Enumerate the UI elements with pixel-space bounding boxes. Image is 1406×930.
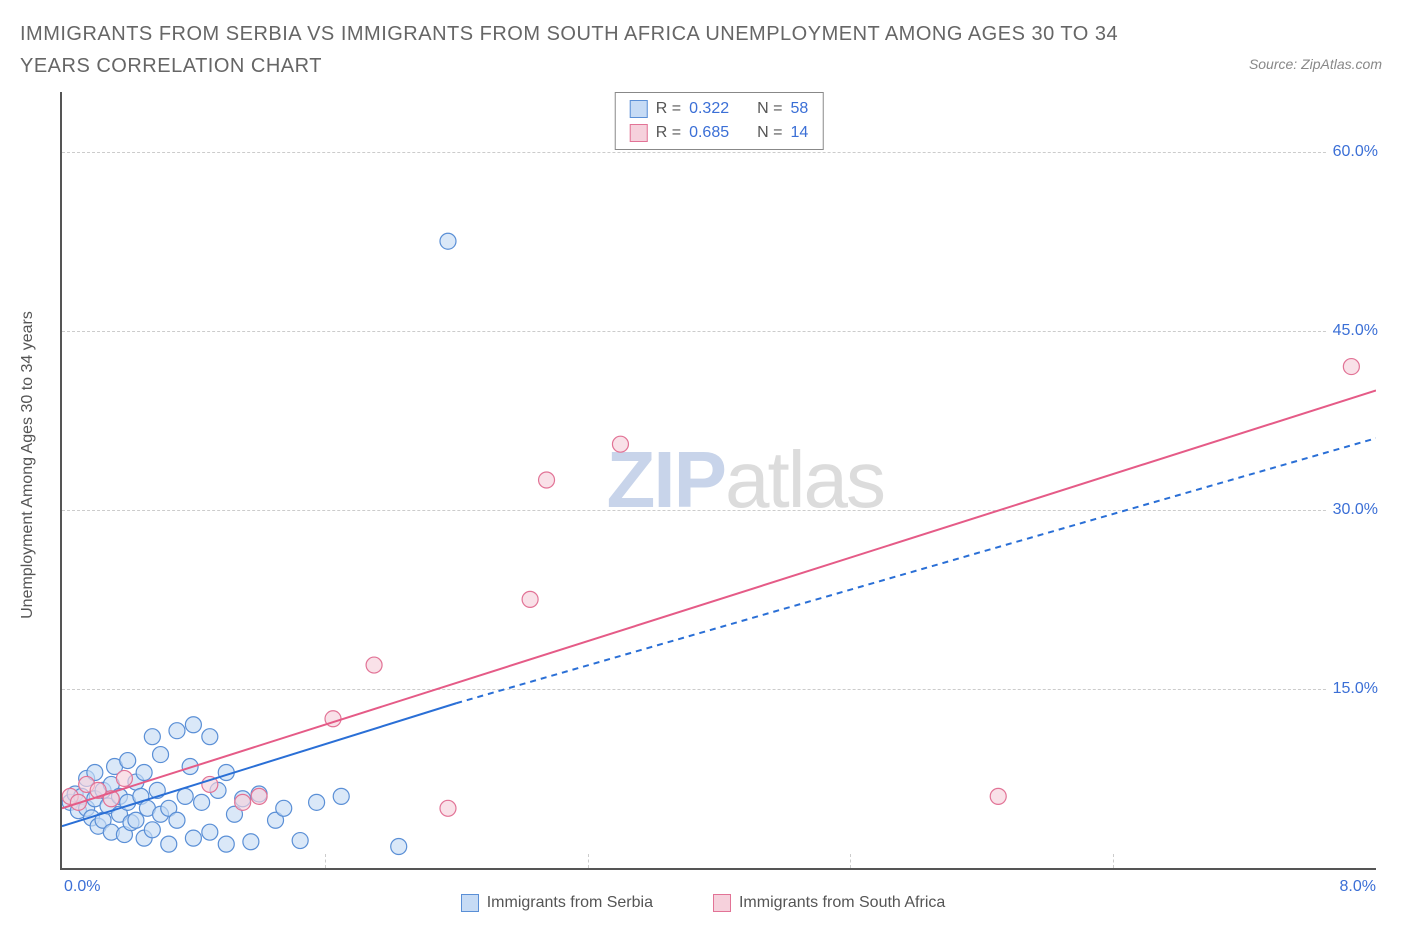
data-point bbox=[169, 723, 185, 739]
data-point bbox=[1343, 359, 1359, 375]
data-point bbox=[185, 830, 201, 846]
data-point bbox=[202, 824, 218, 840]
y-axis-label: Unemployment Among Ages 30 to 34 years bbox=[19, 311, 37, 619]
data-point bbox=[440, 233, 456, 249]
correlation-stats-box: R = 0.322 N = 58 R = 0.685 N = 14 bbox=[615, 92, 824, 150]
data-point bbox=[539, 472, 555, 488]
data-point bbox=[309, 794, 325, 810]
data-point bbox=[128, 812, 144, 828]
trend-line bbox=[456, 438, 1376, 703]
data-point bbox=[144, 729, 160, 745]
swatch-south-africa bbox=[630, 124, 648, 142]
data-point bbox=[185, 717, 201, 733]
scatter-svg bbox=[62, 92, 1376, 868]
data-point bbox=[153, 747, 169, 763]
data-point bbox=[218, 836, 234, 852]
data-point bbox=[391, 839, 407, 855]
data-point bbox=[120, 753, 136, 769]
data-point bbox=[292, 833, 308, 849]
data-point bbox=[144, 822, 160, 838]
data-point bbox=[136, 764, 152, 780]
data-point bbox=[522, 591, 538, 607]
data-point bbox=[366, 657, 382, 673]
legend-label-south-africa: Immigrants from South Africa bbox=[739, 894, 945, 912]
data-point bbox=[235, 794, 251, 810]
data-point bbox=[440, 800, 456, 816]
swatch-serbia bbox=[630, 100, 648, 118]
chart-plot-area: ZIPatlas R = 0.322 N = 58 R = 0.685 N = … bbox=[60, 92, 1376, 870]
data-point bbox=[194, 794, 210, 810]
data-point bbox=[116, 770, 132, 786]
data-point bbox=[276, 800, 292, 816]
data-point bbox=[612, 436, 628, 452]
trend-line bbox=[62, 390, 1376, 808]
data-point bbox=[243, 834, 259, 850]
legend-swatch-serbia bbox=[461, 894, 479, 912]
data-point bbox=[990, 788, 1006, 804]
data-point bbox=[161, 836, 177, 852]
legend-item-serbia: Immigrants from Serbia bbox=[461, 894, 653, 912]
legend-label-serbia: Immigrants from Serbia bbox=[487, 894, 653, 912]
data-point bbox=[333, 788, 349, 804]
legend-swatch-south-africa bbox=[713, 894, 731, 912]
legend: Immigrants from Serbia Immigrants from S… bbox=[0, 894, 1406, 912]
data-point bbox=[177, 788, 193, 804]
stats-row-south-africa: R = 0.685 N = 14 bbox=[630, 121, 809, 145]
chart-title: IMMIGRANTS FROM SERBIA VS IMMIGRANTS FRO… bbox=[20, 18, 1176, 82]
data-point bbox=[251, 788, 267, 804]
data-point bbox=[169, 812, 185, 828]
data-point bbox=[202, 729, 218, 745]
legend-item-south-africa: Immigrants from South Africa bbox=[713, 894, 945, 912]
stats-row-serbia: R = 0.322 N = 58 bbox=[630, 97, 809, 121]
source-attribution: Source: ZipAtlas.com bbox=[1249, 56, 1382, 72]
